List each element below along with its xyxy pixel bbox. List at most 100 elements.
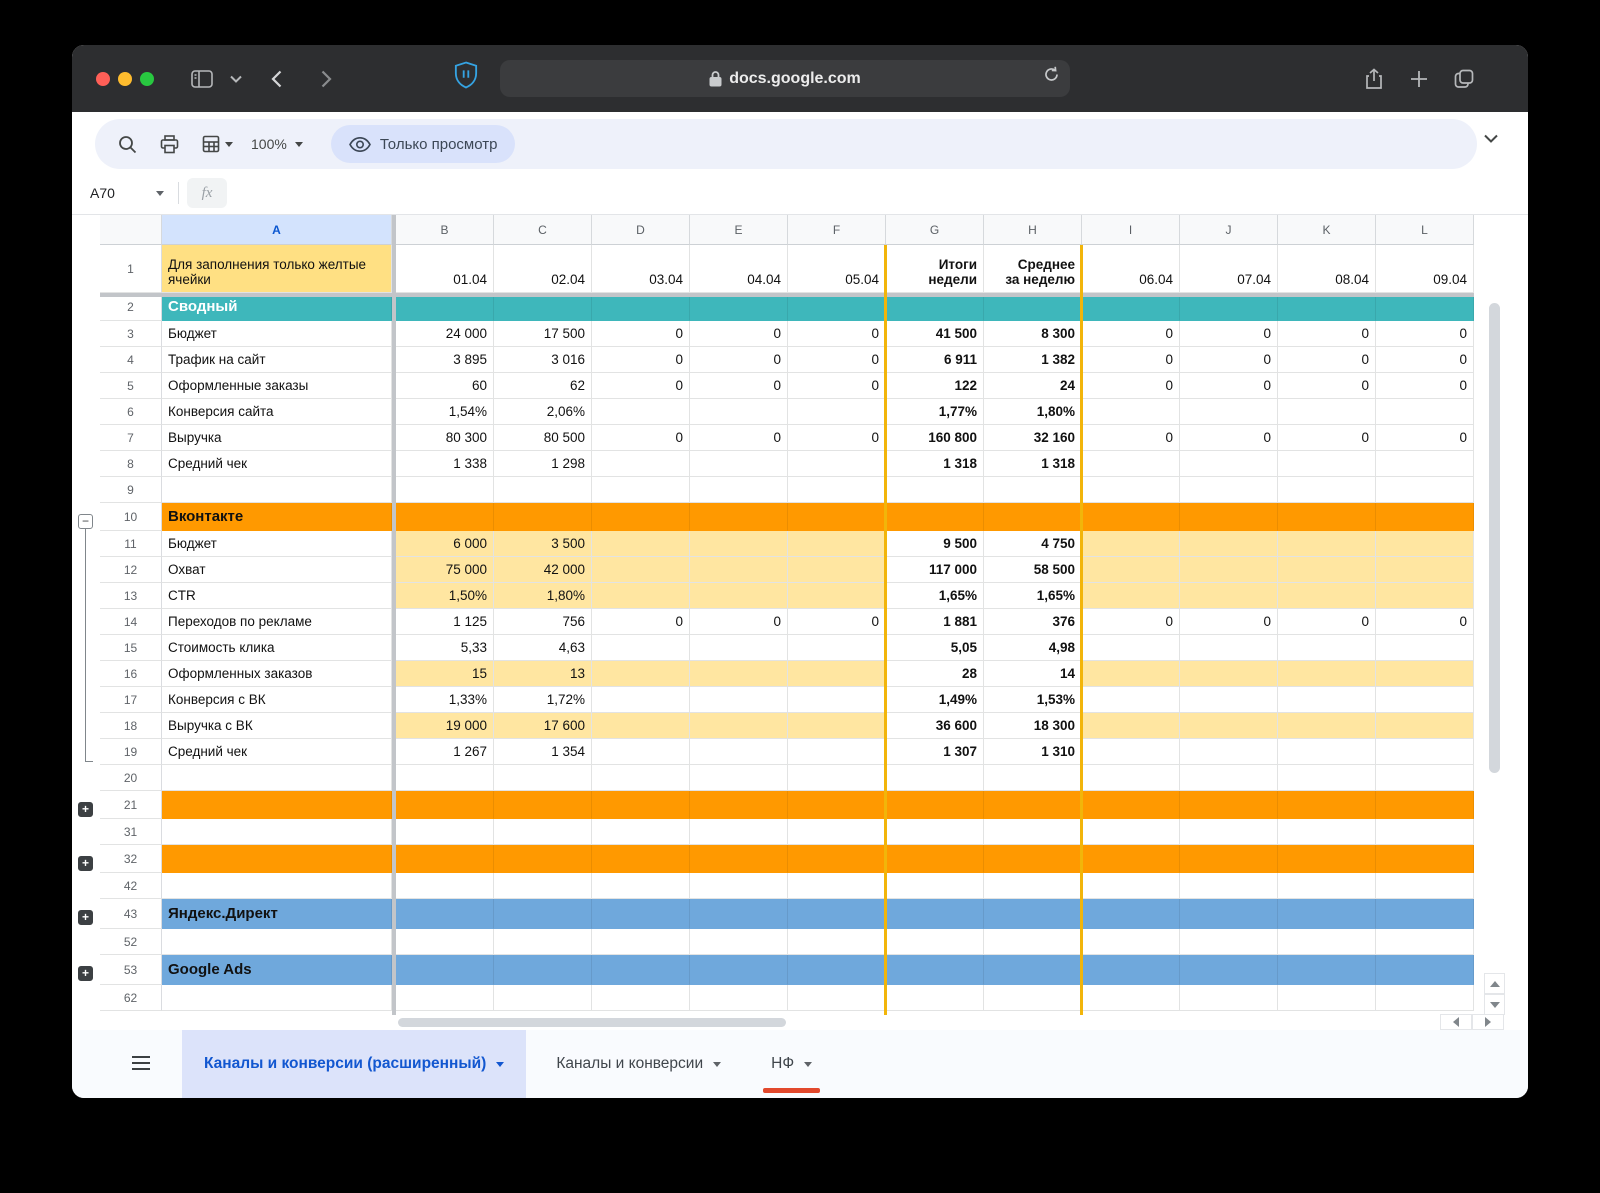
cell[interactable]: 1,65% [886, 583, 984, 609]
cell[interactable]: 0 [1376, 347, 1474, 373]
cell[interactable] [788, 557, 886, 583]
cell[interactable] [1180, 293, 1278, 321]
cell[interactable]: 24 000 [396, 321, 494, 347]
all-sheets-menu-icon[interactable] [130, 1053, 152, 1078]
cell[interactable] [1278, 985, 1376, 1011]
cell[interactable]: 0 [1082, 321, 1180, 347]
row-label[interactable]: Конверсия с ВК [162, 687, 392, 713]
cell[interactable]: 75 000 [396, 557, 494, 583]
cell[interactable] [1278, 687, 1376, 713]
cell[interactable] [1278, 477, 1376, 503]
cell[interactable] [690, 583, 788, 609]
cell[interactable] [788, 451, 886, 477]
cell[interactable]: 8 300 [984, 321, 1082, 347]
cell[interactable]: Среднее за неделю [984, 245, 1082, 293]
cell[interactable] [788, 899, 886, 929]
cell[interactable] [1376, 531, 1474, 557]
cell[interactable] [1376, 399, 1474, 425]
column-header-A[interactable]: A [162, 215, 392, 245]
cell[interactable]: 0 [1376, 425, 1474, 451]
row-header-19[interactable]: 19 [100, 739, 162, 765]
row-header-15[interactable]: 15 [100, 635, 162, 661]
cell[interactable] [1180, 477, 1278, 503]
row-label[interactable]: Конверсия сайта [162, 399, 392, 425]
cell[interactable]: 1,80% [494, 583, 592, 609]
row-label[interactable]: Выручка с ВК [162, 713, 392, 739]
row-label[interactable]: Бюджет [162, 321, 392, 347]
cell[interactable]: 24 [984, 373, 1082, 399]
cell[interactable]: 0 [1376, 373, 1474, 399]
cell[interactable] [1180, 713, 1278, 739]
cell[interactable] [1082, 765, 1180, 791]
column-header-L[interactable]: L [1376, 215, 1474, 245]
cell[interactable] [396, 929, 494, 955]
share-icon[interactable] [1362, 67, 1386, 91]
cell[interactable] [1278, 531, 1376, 557]
cell[interactable] [1278, 873, 1376, 899]
cell[interactable]: 6 911 [886, 347, 984, 373]
cell[interactable]: 2,06% [494, 399, 592, 425]
cell[interactable]: 1,50% [396, 583, 494, 609]
cell[interactable]: 0 [1180, 425, 1278, 451]
vertical-scrollbar-thumb[interactable] [1489, 303, 1500, 773]
cell[interactable] [1376, 845, 1474, 873]
cell[interactable] [396, 899, 494, 929]
cell[interactable]: 0 [1278, 373, 1376, 399]
cell[interactable] [788, 503, 886, 531]
cell[interactable] [396, 791, 494, 819]
cell[interactable] [690, 293, 788, 321]
cell[interactable] [1278, 583, 1376, 609]
cell[interactable] [1278, 713, 1376, 739]
cell[interactable] [1278, 845, 1376, 873]
cell[interactable] [592, 929, 690, 955]
row-header-12[interactable]: 12 [100, 557, 162, 583]
cell[interactable] [690, 635, 788, 661]
cell[interactable]: 117 000 [886, 557, 984, 583]
cell[interactable] [1376, 477, 1474, 503]
cell[interactable] [494, 873, 592, 899]
cell[interactable] [886, 899, 984, 929]
cell[interactable]: 60 [396, 373, 494, 399]
cell[interactable] [1376, 955, 1474, 985]
cell[interactable]: 756 [494, 609, 592, 635]
cell[interactable] [1180, 399, 1278, 425]
cell[interactable]: 06.04 [1082, 245, 1180, 293]
cell[interactable] [690, 713, 788, 739]
sidebar-toggle-icon[interactable] [190, 67, 214, 91]
cell[interactable]: 1 267 [396, 739, 494, 765]
cell[interactable] [1082, 899, 1180, 929]
cell[interactable] [396, 873, 494, 899]
cell[interactable] [690, 451, 788, 477]
select-all-corner[interactable] [100, 215, 162, 245]
cell[interactable]: 0 [1278, 321, 1376, 347]
cell[interactable]: 6 000 [396, 531, 494, 557]
cell[interactable]: 04.04 [690, 245, 788, 293]
formula-input[interactable] [227, 172, 1528, 214]
cell[interactable] [788, 583, 886, 609]
cell[interactable]: Итоги недели [886, 245, 984, 293]
cell[interactable] [1376, 791, 1474, 819]
cell[interactable] [1082, 399, 1180, 425]
cell[interactable] [1376, 713, 1474, 739]
cell[interactable] [984, 503, 1082, 531]
cell[interactable]: 122 [886, 373, 984, 399]
cell[interactable] [984, 477, 1082, 503]
cell[interactable]: 0 [1278, 347, 1376, 373]
cell[interactable] [1180, 451, 1278, 477]
cell[interactable]: 19 000 [396, 713, 494, 739]
cell[interactable] [592, 713, 690, 739]
cell[interactable] [1376, 819, 1474, 845]
cell[interactable] [494, 929, 592, 955]
row-header-2[interactable]: 2 [100, 293, 162, 321]
cell[interactable]: 1,54% [396, 399, 494, 425]
cell[interactable]: 0 [1082, 425, 1180, 451]
sidebar-chevron-icon[interactable] [224, 67, 248, 91]
cell[interactable] [886, 477, 984, 503]
cell[interactable]: 9 500 [886, 531, 984, 557]
cell[interactable]: 0 [788, 321, 886, 347]
cell[interactable] [1082, 985, 1180, 1011]
expand-group-button[interactable]: + [78, 910, 93, 925]
row-header-4[interactable]: 4 [100, 347, 162, 373]
cell[interactable] [396, 477, 494, 503]
cell[interactable] [1278, 661, 1376, 687]
